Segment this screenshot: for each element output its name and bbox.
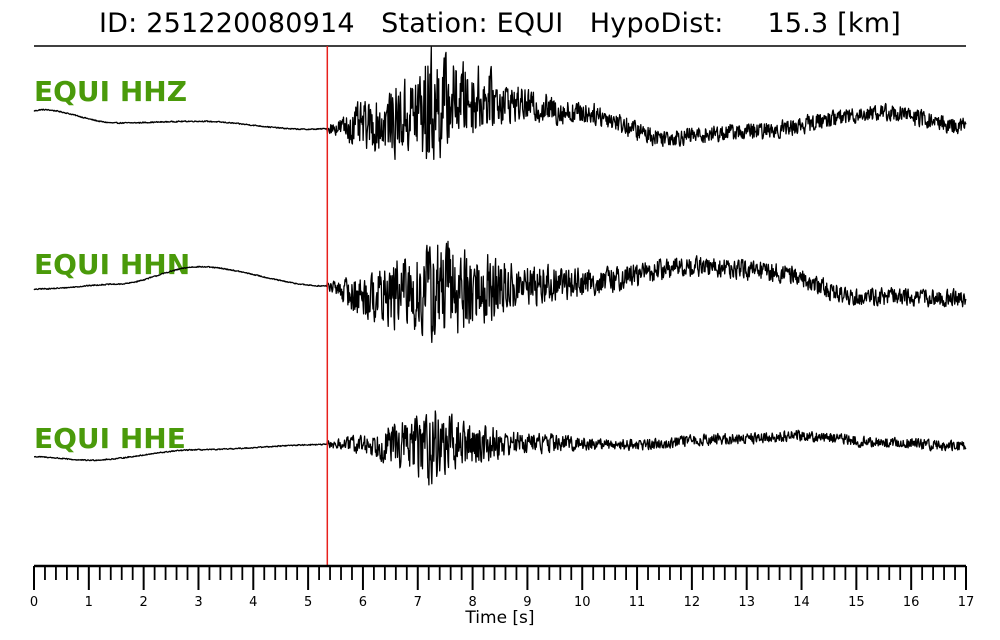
x-tick-label: 0 [30,595,38,610]
channel-label-hhe: EQUI HHE [34,422,186,455]
x-tick-label: 4 [249,595,257,610]
x-tick-label: 13 [738,595,755,610]
x-tick-label: 10 [574,595,591,610]
x-axis-label: Time [s] [464,608,534,628]
x-tick-label: 6 [359,595,367,610]
x-tick-label: 7 [414,595,422,610]
x-tick-label: 12 [684,595,701,610]
x-tick-label: 14 [793,595,810,610]
x-tick-label: 15 [848,595,865,610]
x-tick-label: 1 [85,595,93,610]
x-tick-label: 17 [958,595,975,610]
x-tick-label: 9 [523,595,531,610]
x-tick-label: 5 [304,595,312,610]
x-tick-label: 11 [629,595,646,610]
x-tick-label: 2 [140,595,148,610]
x-tick-label: 8 [468,595,476,610]
figure-title: ID: 251220080914 Station: EQUI HypoDist:… [99,8,901,39]
x-axis: 0 1 2 3 4 5 6 7 8 9 10 11 12 13 14 15 16 17 [30,564,975,610]
waveform-trace-hhz [33,46,967,161]
traces-group [33,46,967,486]
channel-label-hhz: EQUI HHZ [34,75,188,108]
waveform-trace-hhn [33,240,967,343]
channel-label-hhn: EQUI HHN [34,248,191,281]
waveform-trace-hhe [33,410,967,486]
x-tick-label: 16 [903,595,920,610]
x-tick-label: 3 [194,595,202,610]
